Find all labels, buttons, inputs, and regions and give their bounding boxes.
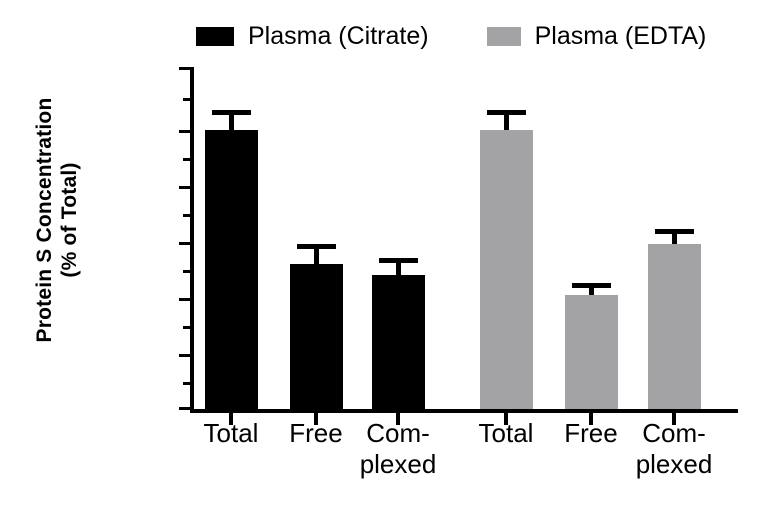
x-axis-line	[190, 409, 738, 413]
errorbar-stem-citrate-total	[229, 113, 234, 130]
legend-entry-edta: Plasma (EDTA)	[486, 21, 707, 50]
y-axis-line	[190, 67, 194, 409]
x-axis-tick-labels: Total Free Com- plexed Total Free Com- p…	[190, 418, 750, 498]
y-major-tick-40	[179, 298, 190, 301]
x-tick-label-edta-total: Total	[446, 418, 566, 449]
y-major-tick-120	[179, 67, 190, 70]
legend-label-citrate: Plasma (Citrate)	[248, 21, 429, 50]
x-tick-label-line1: Free	[564, 418, 618, 448]
x-tick-citrate-total	[229, 413, 233, 425]
x-tick-label-citrate-total: Total	[171, 418, 291, 449]
y-minor-tick-70	[183, 214, 190, 217]
legend-swatch-edta	[486, 26, 521, 46]
errorbar-cap-edta-free	[572, 283, 611, 288]
bar-citrate-free[interactable]	[290, 264, 343, 409]
bar-edta-complexed[interactable]	[648, 244, 701, 409]
x-tick-label-line2: plexed	[635, 448, 713, 479]
x-tick-edta-complexed	[672, 413, 676, 425]
x-tick-label-citrate-free: Free	[256, 418, 376, 449]
bar-edta-total[interactable]	[480, 130, 533, 409]
x-tick-citrate-free	[314, 413, 318, 425]
y-major-tick-0	[179, 407, 190, 410]
y-major-tick-60	[179, 242, 190, 245]
bar-edta-free[interactable]	[565, 295, 618, 409]
chart-legend: Plasma (Citrate) Plasma (EDTA)	[196, 14, 756, 58]
errorbar-stem-edta-complexed	[672, 232, 677, 244]
x-tick-edta-free	[589, 413, 593, 425]
y-major-tick-100	[179, 130, 190, 133]
errorbar-stem-citrate-free	[314, 247, 319, 264]
errorbar-stem-edta-total	[504, 113, 509, 130]
y-major-tick-20	[179, 354, 190, 357]
y-major-tick-80	[179, 186, 190, 189]
errorbar-stem-edta-free	[589, 286, 594, 295]
bar-citrate-total[interactable]	[205, 130, 258, 409]
x-tick-label-line1: Com-	[642, 418, 706, 448]
y-minor-tick-90	[183, 158, 190, 161]
y-minor-tick-30	[183, 326, 190, 329]
x-tick-label-citrate-complexed: Com- plexed	[338, 418, 458, 479]
x-tick-edta-total	[504, 413, 508, 425]
y-axis-title: Protein S Concentration (% of Total)	[28, 40, 88, 400]
errorbar-cap-citrate-complexed	[379, 258, 418, 263]
y-minor-tick-110	[183, 98, 190, 101]
legend-label-edta: Plasma (EDTA)	[534, 21, 707, 50]
y-axis-title-line2: (% of Total)	[58, 162, 81, 278]
plot-area	[179, 67, 738, 425]
x-tick-label-line1: Com-	[366, 418, 430, 448]
x-tick-label-edta-complexed: Com- plexed	[614, 418, 734, 479]
y-minor-tick-10	[183, 382, 190, 385]
y-minor-tick-50	[183, 270, 190, 273]
legend-swatch-citrate	[196, 26, 234, 46]
x-tick-citrate-complexed	[396, 413, 400, 425]
bar-citrate-complexed[interactable]	[372, 275, 425, 409]
errorbar-cap-citrate-total	[212, 110, 251, 115]
errorbar-cap-edta-total	[487, 110, 526, 115]
errorbar-stem-citrate-complexed	[396, 261, 401, 275]
x-tick-label-line1: Free	[289, 418, 343, 448]
errorbar-cap-citrate-free	[297, 244, 336, 249]
x-tick-label-line1: Total	[203, 418, 259, 448]
x-tick-label-line2: plexed	[359, 448, 437, 479]
errorbar-cap-edta-complexed	[655, 229, 694, 234]
x-tick-label-line1: Total	[478, 418, 534, 448]
legend-entry-citrate: Plasma (Citrate)	[196, 21, 429, 50]
y-axis-title-line1: Protein S Concentration	[33, 97, 57, 343]
x-tick-label-edta-free: Free	[531, 418, 651, 449]
